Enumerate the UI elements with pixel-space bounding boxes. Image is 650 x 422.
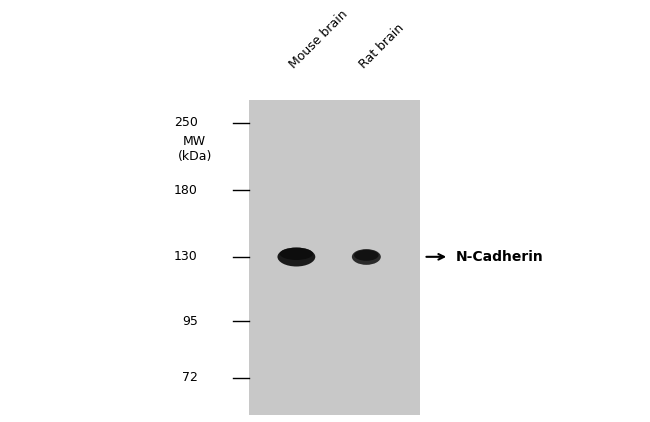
Text: 72: 72 bbox=[182, 371, 198, 384]
Text: 180: 180 bbox=[174, 184, 198, 197]
Text: 130: 130 bbox=[174, 250, 198, 263]
Ellipse shape bbox=[354, 250, 378, 261]
Text: 95: 95 bbox=[182, 314, 198, 327]
Text: MW
(kDa): MW (kDa) bbox=[177, 135, 212, 163]
Text: N-Cadherin: N-Cadherin bbox=[456, 250, 543, 264]
Text: 250: 250 bbox=[174, 116, 198, 130]
Ellipse shape bbox=[280, 248, 313, 260]
Text: Mouse brain: Mouse brain bbox=[287, 8, 350, 71]
Bar bbox=[249, 100, 421, 415]
Text: Rat brain: Rat brain bbox=[357, 22, 407, 71]
Ellipse shape bbox=[352, 249, 381, 265]
Ellipse shape bbox=[278, 248, 315, 266]
